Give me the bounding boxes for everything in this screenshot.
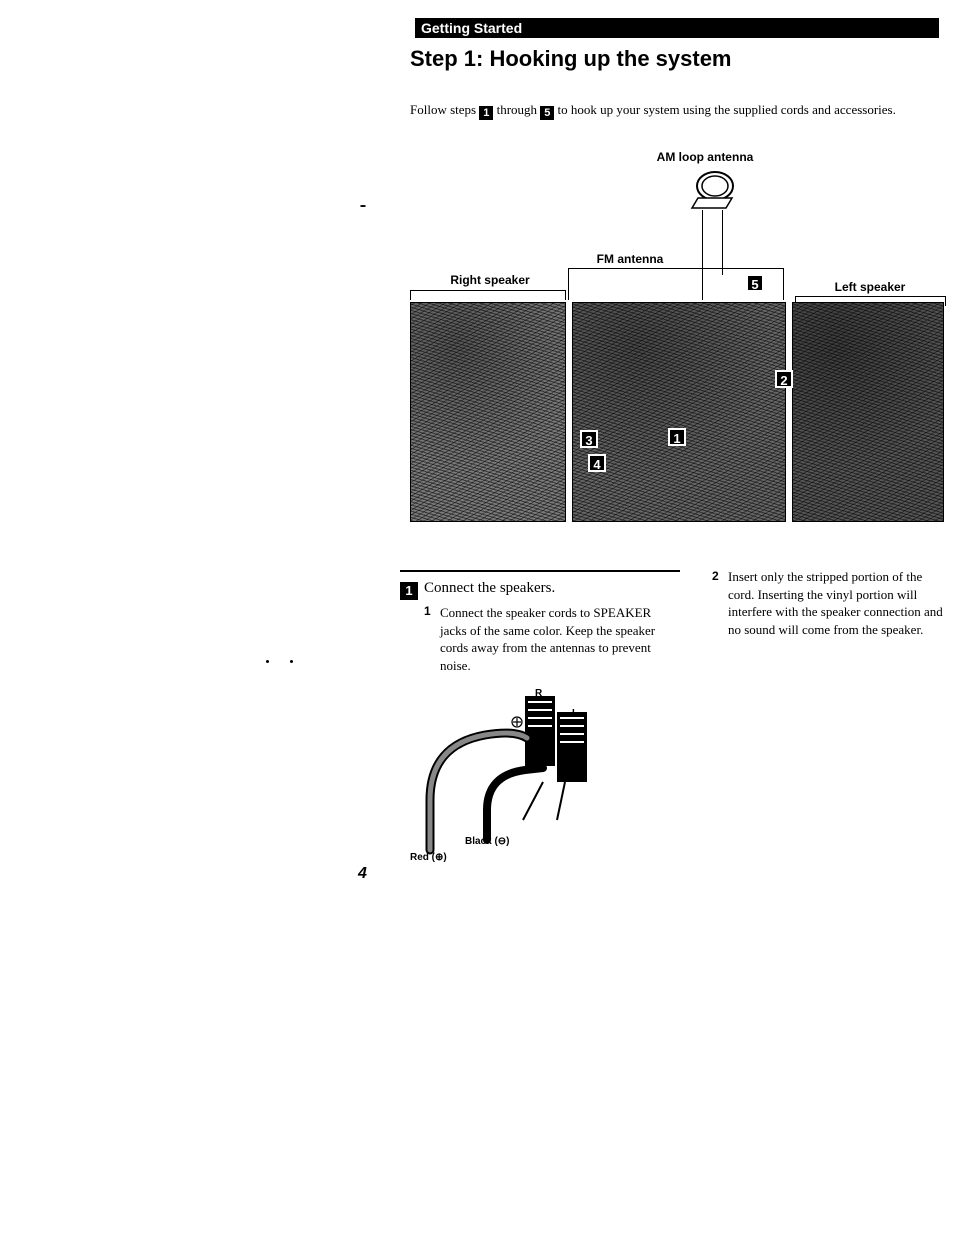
diagram-line (568, 268, 569, 300)
diagram-line (410, 290, 565, 291)
noise-speck (360, 205, 366, 207)
diagram-line (568, 268, 783, 269)
diagram-line (702, 210, 703, 300)
section-header-bar: Getting Started (415, 18, 939, 38)
intro-post: to hook up your system using the supplie… (554, 102, 896, 117)
step-1-heading: Connect the speakers. (424, 580, 555, 600)
intro-pre: Follow steps (410, 102, 479, 117)
step-2-text: Insert only the stripped portion of the … (728, 568, 944, 638)
section-header-text: Getting Started (415, 20, 522, 36)
jack-label-r: R (535, 688, 542, 699)
diagram-line (722, 210, 723, 275)
speaker-jack-illustration: R L Black (⊖) (415, 690, 595, 860)
speaker-jack-icon (415, 690, 595, 855)
divider (400, 570, 680, 572)
intro-step-1-icon: 1 (479, 106, 493, 120)
callout-1: 1 (668, 428, 686, 446)
intro-text: Follow steps 1 through 5 to hook up your… (410, 102, 940, 120)
diagram-line (410, 290, 411, 300)
am-antenna-label: AM loop antenna (645, 150, 765, 164)
page: Getting Started Step 1: Hooking up the s… (0, 0, 954, 1233)
jack-label-red: Red (⊕) (410, 852, 447, 863)
step-1-heading-row: 1 Connect the speakers. (400, 580, 680, 600)
callout-3: 3 (580, 430, 598, 448)
left-speaker-image (792, 302, 944, 522)
fm-antenna-label: FM antenna (580, 252, 680, 266)
right-speaker-label: Right speaker (440, 273, 540, 287)
callout-2: 2 (775, 370, 793, 388)
page-number: 4 (358, 865, 367, 883)
jack-label-black: Black (⊖) (465, 836, 510, 847)
step-1-sub-1-number: 1 (424, 604, 434, 674)
callout-5: 5 (746, 274, 764, 292)
step-1-sub-1-text: Connect the speaker cords to SPEAKER jac… (440, 604, 680, 674)
instructions-col-1: 1 Connect the speakers. 1 Connect the sp… (400, 570, 680, 674)
intro-step-5-icon: 5 (540, 106, 554, 120)
step-1-sub-1: 1 Connect the speaker cords to SPEAKER j… (424, 604, 680, 674)
step-2-number: 2 (712, 568, 722, 638)
am-loop-antenna-icon (680, 168, 750, 218)
diagram-line (783, 268, 784, 300)
right-speaker-image (410, 302, 566, 522)
instructions-col-2: 2 Insert only the stripped portion of th… (712, 568, 944, 638)
hookup-diagram: AM loop antenna FM antenna Right speaker… (400, 140, 945, 540)
jack-label-l: L (572, 708, 578, 719)
step-1-number-icon: 1 (400, 582, 418, 600)
diagram-line (945, 296, 946, 306)
noise-speck (266, 660, 269, 663)
diagram-line (795, 296, 945, 297)
left-speaker-label: Left speaker (820, 280, 920, 294)
diagram-line (565, 290, 566, 300)
main-unit-image (572, 302, 786, 522)
callout-4: 4 (588, 454, 606, 472)
noise-speck (290, 660, 293, 663)
page-title: Step 1: Hooking up the system (410, 46, 732, 72)
intro-mid: through (493, 102, 540, 117)
